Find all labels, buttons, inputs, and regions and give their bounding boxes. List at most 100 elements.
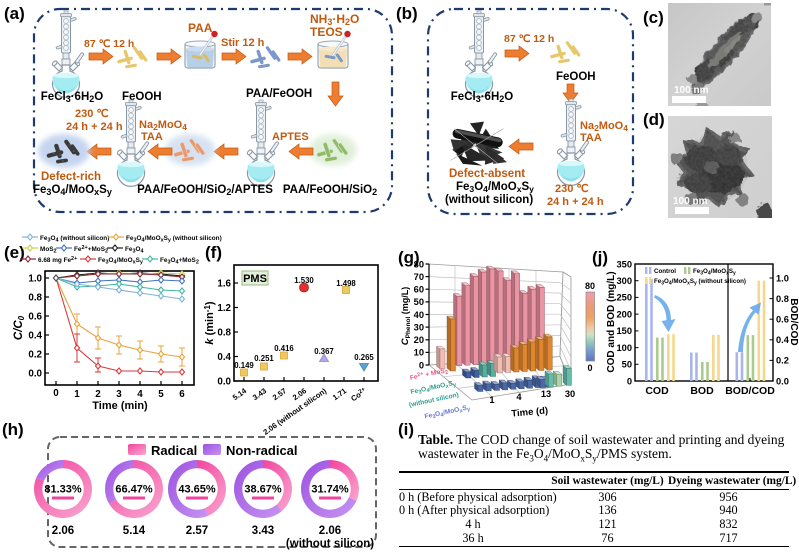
svg-text:230 ℃: 230 ℃ — [555, 183, 589, 195]
svg-text:Fe3O4/MoOxSy: Fe3O4/MoOxSy — [456, 181, 534, 194]
svg-text:BOD/COD: BOD/COD — [788, 298, 799, 345]
svg-text:3.43: 3.43 — [252, 525, 274, 537]
svg-text:0.6: 0.6 — [28, 312, 42, 323]
svg-text:FeOOH: FeOOH — [556, 71, 596, 83]
svg-text:Fe2+ + MoS2: Fe2+ + MoS2 — [409, 366, 449, 383]
svg-text:60: 60 — [414, 285, 424, 295]
svg-text:0: 0 — [587, 363, 592, 373]
svg-text:81.33%: 81.33% — [44, 484, 82, 496]
svg-text:Fe3O4/MoOxSy: Fe3O4/MoOxSy — [98, 257, 144, 266]
svg-text:3: 3 — [116, 389, 122, 400]
svg-text:Fe3O4: Fe3O4 — [125, 246, 145, 255]
svg-text:Fe3O4 (without silicon): Fe3O4 (without silicon) — [40, 235, 109, 244]
svg-text:1.2: 1.2 — [217, 303, 231, 314]
svg-text:1.0: 1.0 — [776, 273, 789, 283]
svg-text:0.251: 0.251 — [254, 354, 274, 363]
svg-text:350: 350 — [616, 259, 632, 269]
svg-text:2.06: 2.06 — [319, 525, 341, 537]
svg-text:2.57: 2.57 — [186, 525, 208, 537]
svg-text:5.14: 5.14 — [123, 525, 146, 537]
svg-text:APTES: APTES — [272, 131, 309, 143]
svg-text:43.65%: 43.65% — [178, 484, 216, 496]
svg-text:100: 100 — [616, 343, 632, 353]
svg-text:0.149: 0.149 — [234, 361, 254, 370]
svg-text:0.0: 0.0 — [776, 376, 789, 386]
svg-text:80: 80 — [414, 259, 424, 269]
svg-text:200: 200 — [616, 309, 632, 319]
svg-text:0.4: 0.4 — [217, 352, 231, 363]
svg-text:13: 13 — [541, 389, 551, 399]
svg-text:MoS2: MoS2 — [40, 246, 57, 255]
svg-text:230 ℃: 230 ℃ — [75, 108, 109, 120]
svg-text:100 nm: 100 nm — [673, 196, 708, 207]
svg-text:5: 5 — [158, 389, 164, 400]
svg-text:300: 300 — [616, 276, 632, 286]
svg-text:80: 80 — [585, 281, 595, 291]
svg-text:1.0: 1.0 — [28, 274, 42, 285]
svg-text:(without silicon): (without silicon) — [445, 194, 533, 206]
svg-text:COD: COD — [645, 385, 669, 397]
svg-text:87 ℃ 12 h: 87 ℃ 12 h — [84, 38, 134, 50]
svg-text:6.68 mg Fe2+: 6.68 mg Fe2+ — [38, 256, 77, 264]
svg-text:1.530: 1.530 — [294, 276, 314, 285]
svg-text:CPhenol (mg/L): CPhenol (mg/L) — [400, 287, 412, 346]
svg-text:0.0: 0.0 — [28, 369, 42, 380]
svg-text:0.6: 0.6 — [776, 315, 789, 325]
svg-text:0.0: 0.0 — [217, 377, 231, 388]
svg-text:Fe3O4/MoOxSy (without silicon): Fe3O4/MoOxSy (without silicon) — [126, 235, 222, 244]
svg-text:0: 0 — [53, 388, 59, 399]
svg-text:Defect-rich: Defect-rich — [41, 171, 101, 183]
svg-text:Radical: Radical — [151, 443, 197, 458]
svg-text:20: 20 — [414, 335, 424, 345]
svg-text:Fe3O4/MoOxSy: Fe3O4/MoOxSy — [693, 268, 736, 277]
svg-text:4: 4 — [137, 389, 143, 400]
svg-text:38.67%: 38.67% — [244, 484, 282, 496]
svg-text:0.2: 0.2 — [28, 350, 42, 361]
svg-text:5.14: 5.14 — [231, 386, 249, 402]
svg-text:Na2MoO4: Na2MoO4 — [580, 120, 628, 133]
svg-text:0: 0 — [419, 360, 424, 370]
svg-text:1: 1 — [489, 395, 494, 405]
svg-text:Fe3O4+MoS2: Fe3O4+MoS2 — [160, 257, 199, 266]
svg-text:24 h + 24 h: 24 h + 24 h — [547, 196, 604, 208]
svg-text:FeCl3·6H2O: FeCl3·6H2O — [41, 91, 103, 104]
svg-text:BOD/COD: BOD/COD — [725, 385, 775, 397]
svg-text:FeCl3·6H2O: FeCl3·6H2O — [451, 91, 513, 104]
svg-text:0: 0 — [627, 376, 632, 386]
svg-text:10: 10 — [414, 348, 424, 358]
svg-text:4: 4 — [516, 392, 522, 402]
svg-text:1.6: 1.6 — [217, 279, 231, 290]
svg-text:2.57: 2.57 — [271, 386, 288, 402]
svg-text:0.8: 0.8 — [776, 294, 789, 304]
svg-text:87 ℃ 12 h: 87 ℃ 12 h — [504, 33, 554, 45]
svg-text:50: 50 — [414, 297, 424, 307]
svg-text:1: 1 — [74, 389, 80, 400]
svg-text:0.8: 0.8 — [28, 293, 42, 304]
svg-text:C/C0: C/C0 — [13, 315, 26, 340]
svg-text:30: 30 — [414, 322, 424, 332]
svg-text:PAA: PAA — [188, 21, 213, 35]
svg-text:Defect-absent: Defect-absent — [449, 168, 525, 180]
svg-text:TAA: TAA — [580, 132, 602, 144]
svg-text:Time (min): Time (min) — [92, 400, 148, 412]
svg-text:Fe3O4/MoOxSy: Fe3O4/MoOxSy — [424, 404, 472, 422]
svg-text:30: 30 — [565, 389, 575, 399]
svg-text:TEOS: TEOS — [310, 25, 343, 39]
svg-text:Control: Control — [654, 268, 676, 275]
svg-text:0.4: 0.4 — [776, 335, 790, 345]
svg-text:1.498: 1.498 — [336, 279, 356, 288]
svg-text:PAA/FeOOH/SiO2: PAA/FeOOH/SiO2 — [283, 184, 377, 197]
svg-text:Fe3O4/MoOxSy: Fe3O4/MoOxSy — [33, 184, 112, 197]
svg-text:PMS: PMS — [243, 273, 267, 285]
svg-text:BOD: BOD — [690, 385, 714, 397]
svg-text:PAA/FeOOH/SiO2/APTES: PAA/FeOOH/SiO2/APTES — [137, 184, 273, 197]
svg-text:66.47%: 66.47% — [115, 484, 153, 496]
svg-text:Co2+: Co2+ — [349, 386, 368, 403]
svg-text:250: 250 — [616, 293, 632, 303]
svg-text:PAA/FeOOH: PAA/FeOOH — [246, 88, 312, 100]
svg-text:24 h + 24 h: 24 h + 24 h — [66, 121, 123, 133]
svg-text:(without silicon): (without silicon) — [286, 538, 374, 550]
svg-text:70: 70 — [414, 272, 424, 282]
svg-text:0.416: 0.416 — [274, 344, 294, 353]
svg-text:150: 150 — [616, 326, 632, 336]
